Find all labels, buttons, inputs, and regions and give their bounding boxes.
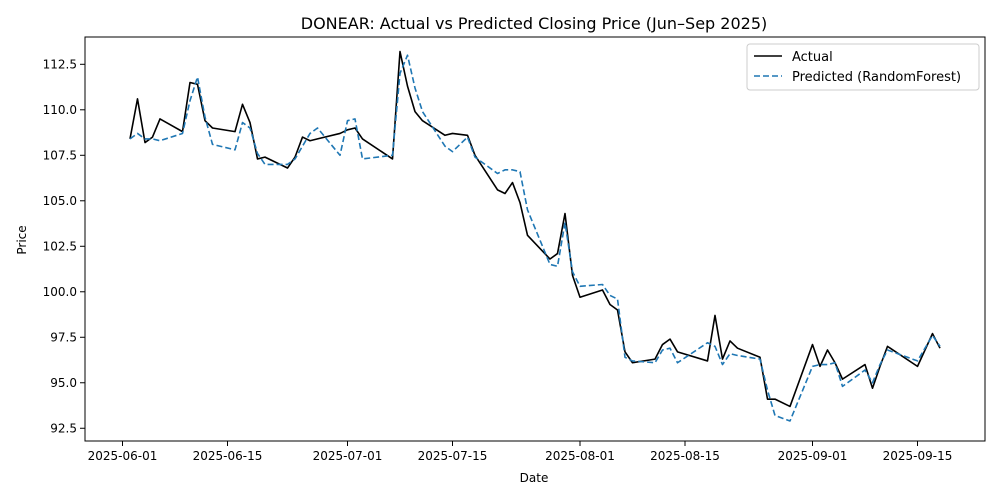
y-tick-label: 97.5 (50, 330, 77, 344)
chart-title: DONEAR: Actual vs Predicted Closing Pric… (301, 14, 767, 33)
plot-frame (84, 36, 986, 442)
y-tick-label: 100.0 (43, 285, 77, 299)
x-tick-label: 2025-07-15 (418, 449, 488, 463)
y-tick-label: 102.5 (43, 239, 77, 253)
y-tick-label: 92.5 (50, 421, 77, 435)
x-axis: 2025-06-01 2025-06-15 2025-07-01 2025-07-15… (88, 441, 953, 463)
x-tick-label: 2025-06-01 (88, 449, 158, 463)
x-tick-label: 2025-09-01 (778, 449, 848, 463)
x-tick-label: 2025-09-15 (883, 449, 953, 463)
legend-label-actual: Actual (792, 50, 833, 65)
y-axis-label: Price (15, 225, 29, 254)
series-line-predicted (129, 54, 941, 422)
y-tick-label: 95.0 (50, 376, 77, 390)
y-tick-label: 107.5 (43, 148, 77, 162)
x-axis-label: Date (520, 471, 549, 485)
x-tick-label: 2025-08-15 (650, 449, 720, 463)
y-tick-label: 105.0 (43, 194, 77, 208)
legend: Actual Predicted (RandomForest) (746, 43, 980, 91)
x-tick-label: 2025-08-01 (545, 449, 615, 463)
y-axis: 92.5 95.0 97.5 100.0 102.5 105.0 107.5 110.0 112… (43, 57, 85, 435)
plot-series (129, 50, 941, 422)
x-tick-label: 2025-07-01 (313, 449, 383, 463)
legend-box (746, 43, 980, 91)
x-tick-label: 2025-06-15 (193, 449, 263, 463)
legend-label-predicted: Predicted (RandomForest) (792, 70, 961, 85)
y-tick-label: 112.5 (43, 57, 77, 71)
y-tick-label: 110.0 (43, 103, 77, 117)
series-line-actual (129, 50, 941, 408)
